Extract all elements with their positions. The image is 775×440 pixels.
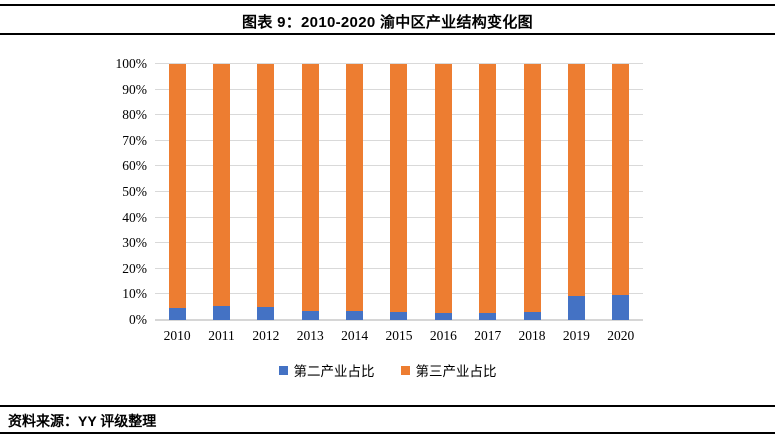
bar-segment-第二产业占比 xyxy=(612,295,630,320)
y-tick-label: 60% xyxy=(122,158,147,174)
x-tick-label: 2016 xyxy=(429,328,457,343)
y-tick-label: 40% xyxy=(122,209,147,225)
bar-segment-第二产业占比 xyxy=(390,312,408,320)
bar-2015 xyxy=(377,64,421,320)
legend-swatch-icon xyxy=(400,365,410,375)
y-tick-label: 50% xyxy=(122,184,147,199)
y-axis: 100% 90% 80% 70% 60% 50% 40% 30% 20% 10% 0% xyxy=(95,56,148,327)
plot-area xyxy=(155,63,643,321)
x-tick-label: 2012 xyxy=(252,328,280,343)
bar-segment-第二产业占比 xyxy=(523,311,541,320)
y-tick-label: 30% xyxy=(122,235,147,251)
bar-segment-第二产业占比 xyxy=(213,305,231,320)
bar-segment-第二产业占比 xyxy=(257,307,275,320)
legend: 第二产业占比 第三产业占比 xyxy=(0,360,775,380)
bar-segment-第三产业占比 xyxy=(301,64,319,312)
bar-segment-第二产业占比 xyxy=(567,295,585,320)
x-axis: 2010 2011 2012 2013 2014 2015 2016 2017 2018 2019… xyxy=(155,328,643,344)
source-note: 资料来源：YY 评级整理 xyxy=(8,413,157,429)
bar-segment-第三产业占比 xyxy=(168,64,186,308)
x-axis-line xyxy=(155,319,643,321)
bottom-border-line xyxy=(0,432,775,434)
x-tick-label: 2013 xyxy=(296,328,324,343)
gridline xyxy=(155,63,643,64)
bar-segment-第二产业占比 xyxy=(301,311,319,320)
title-underline xyxy=(0,33,775,35)
bar-segment-第三产业占比 xyxy=(612,64,630,296)
bar-segment-第三产业占比 xyxy=(390,64,408,313)
y-tick-label: 20% xyxy=(122,260,147,276)
legend-item-第二产业占比: 第二产业占比 xyxy=(278,360,375,380)
y-tick-label: 90% xyxy=(122,81,147,97)
legend-swatch-icon xyxy=(278,365,288,375)
x-tick-label: 2015 xyxy=(385,328,413,343)
x-tick-label: 2014 xyxy=(341,328,369,343)
legend-item-第三产业占比: 第三产业占比 xyxy=(400,360,497,380)
bar-2010 xyxy=(155,64,199,320)
x-tick-label: 2010 xyxy=(163,328,191,343)
top-border-line xyxy=(0,4,775,6)
bar-segment-第二产业占比 xyxy=(346,311,364,320)
x-tick-label: 2011 xyxy=(208,328,235,343)
y-tick-label: 80% xyxy=(122,107,147,123)
bar-segment-第三产业占比 xyxy=(434,64,452,313)
x-tick-label: 2019 xyxy=(562,328,590,343)
x-tick-label: 2017 xyxy=(474,328,502,343)
bar-segment-第二产业占比 xyxy=(168,307,186,320)
bar-segment-第三产业占比 xyxy=(479,64,497,313)
bar-2014 xyxy=(332,64,376,320)
bar-segment-第三产业占比 xyxy=(523,64,541,312)
chart-title: 图表 9：2010-2020 渝中区产业结构变化图 xyxy=(242,14,533,31)
legend-label: 第三产业占比 xyxy=(415,364,497,379)
bar-2012 xyxy=(244,64,288,320)
bar-segment-第三产业占比 xyxy=(346,64,364,312)
bar-2019 xyxy=(554,64,598,320)
bar-2016 xyxy=(421,64,465,320)
bar-segment-第三产业占比 xyxy=(213,64,231,306)
bar-2011 xyxy=(199,64,243,320)
bar-2018 xyxy=(510,64,554,320)
bar-segment-第三产业占比 xyxy=(257,64,275,308)
bar-segment-第三产业占比 xyxy=(567,64,585,296)
bar-2013 xyxy=(288,64,332,320)
bar-2017 xyxy=(466,64,510,320)
y-tick-label: 70% xyxy=(122,132,147,148)
bar-2020 xyxy=(599,64,643,320)
bar-segment-第二产业占比 xyxy=(479,312,497,320)
x-tick-label: 2020 xyxy=(607,328,635,343)
y-tick-label: 0% xyxy=(129,312,147,327)
bar-segment-第二产业占比 xyxy=(434,312,452,320)
y-tick-label: 10% xyxy=(122,286,147,302)
legend-label: 第二产业占比 xyxy=(293,364,375,379)
x-tick-label: 2018 xyxy=(518,328,546,343)
y-tick-label: 100% xyxy=(115,56,148,71)
source-divider-line xyxy=(0,405,775,407)
